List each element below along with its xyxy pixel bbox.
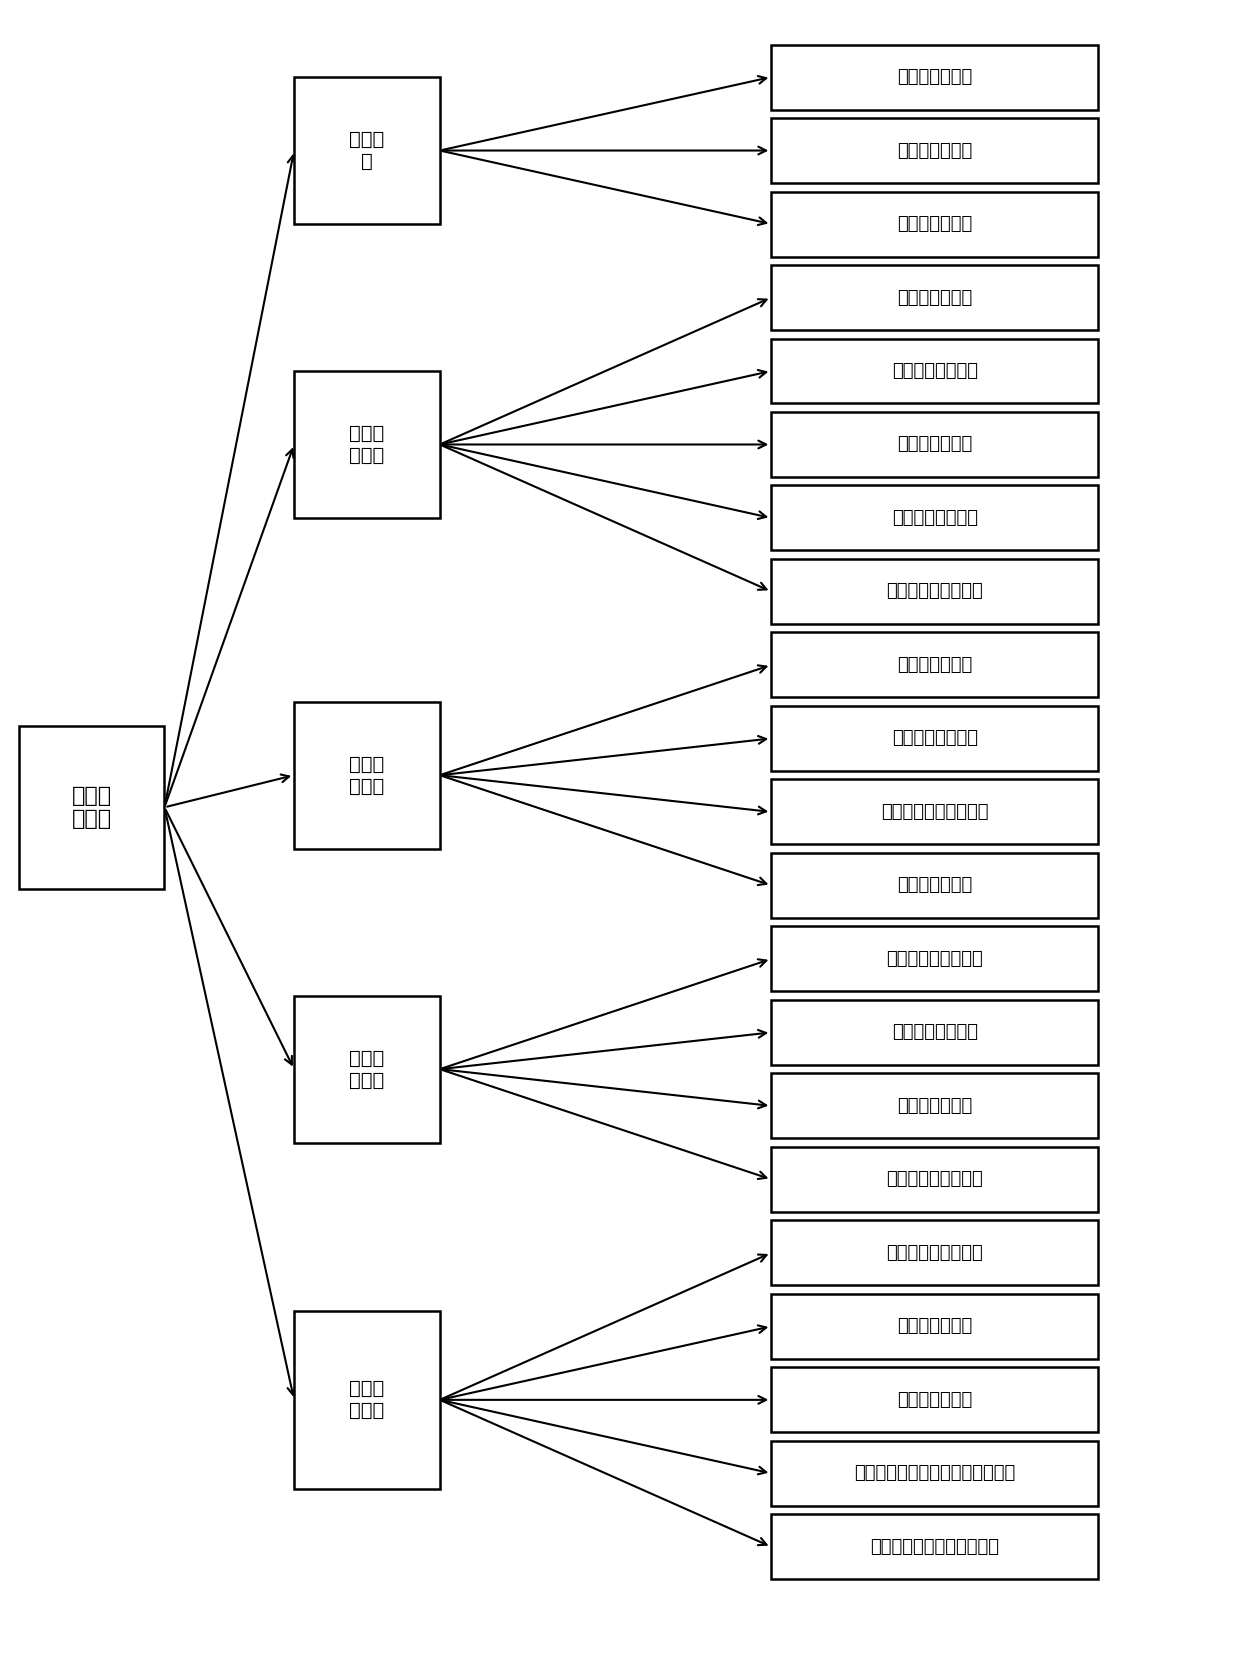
- Text: 角色管理子模块: 角色管理子模块: [898, 141, 972, 159]
- Bar: [771, 1515, 1099, 1580]
- Bar: [771, 1367, 1099, 1432]
- Text: 塔杆查询子模块: 塔杆查询子模块: [898, 877, 972, 894]
- Bar: [771, 485, 1099, 550]
- Bar: [771, 1146, 1099, 1213]
- Text: 变电站管理子模块: 变电站管理子模块: [892, 362, 978, 380]
- Bar: [771, 633, 1099, 698]
- Text: 备份初始化子模块: 备份初始化子模块: [892, 1023, 978, 1041]
- Bar: [294, 1311, 440, 1488]
- Bar: [771, 1221, 1099, 1286]
- Bar: [771, 266, 1099, 331]
- Text: 变压器查询子模块: 变压器查询子模块: [892, 729, 978, 747]
- Bar: [771, 927, 1099, 992]
- Bar: [771, 854, 1099, 919]
- Bar: [771, 560, 1099, 625]
- Text: 统计分
析模块: 统计分 析模块: [350, 1379, 384, 1420]
- Bar: [771, 1294, 1099, 1359]
- Text: 线损查询子模块: 线损查询子模块: [898, 1317, 972, 1335]
- Text: 线路功率因数月报表子模块: 线路功率因数月报表子模块: [870, 1538, 999, 1556]
- Text: 变压器参数子模块: 变压器参数子模块: [892, 508, 978, 527]
- Text: 字典管理子模块: 字典管理子模块: [898, 289, 972, 307]
- Bar: [294, 76, 440, 224]
- Text: 线路理论损失电量报表查询子模块: 线路理论损失电量报表查询子模块: [854, 1465, 1016, 1482]
- Text: 设备查
询模块: 设备查 询模块: [350, 754, 384, 796]
- Bar: [771, 706, 1099, 771]
- Text: 线损处
理模块: 线损处 理模块: [350, 1048, 384, 1090]
- Text: 综合查询子模块: 综合查询子模块: [898, 656, 972, 674]
- Bar: [771, 1440, 1099, 1507]
- Text: 线损计算设置子模块: 线损计算设置子模块: [887, 583, 983, 601]
- Text: 线损管
理模块: 线损管 理模块: [72, 786, 112, 829]
- Bar: [771, 339, 1099, 404]
- Bar: [771, 118, 1099, 183]
- Bar: [19, 726, 165, 889]
- Bar: [294, 701, 440, 849]
- Bar: [294, 370, 440, 518]
- Text: 变压器查询图表子模块: 变压器查询图表子模块: [882, 802, 988, 821]
- Text: 塔杆查询图表子模块: 塔杆查询图表子模块: [887, 950, 983, 968]
- Text: 系统设
置模块: 系统设 置模块: [350, 424, 384, 465]
- Text: 用户电量查询子模块: 用户电量查询子模块: [887, 1244, 983, 1262]
- Text: 文件模
块: 文件模 块: [350, 130, 384, 171]
- Bar: [771, 779, 1099, 844]
- Text: 线路参数子模块: 线路参数子模块: [898, 435, 972, 453]
- Bar: [771, 1000, 1099, 1065]
- Text: 用户管理子模块: 用户管理子模块: [898, 68, 972, 86]
- Text: 权限管理子模块: 权限管理子模块: [898, 214, 972, 233]
- Bar: [294, 995, 440, 1143]
- Bar: [771, 191, 1099, 256]
- Text: 线损分析子模块: 线损分析子模块: [898, 1390, 972, 1409]
- Text: 表底录入子模块: 表底录入子模块: [898, 1096, 972, 1115]
- Bar: [771, 1073, 1099, 1138]
- Text: 线路线损计算子模块: 线路线损计算子模块: [887, 1171, 983, 1188]
- Bar: [771, 412, 1099, 477]
- Bar: [771, 45, 1099, 110]
